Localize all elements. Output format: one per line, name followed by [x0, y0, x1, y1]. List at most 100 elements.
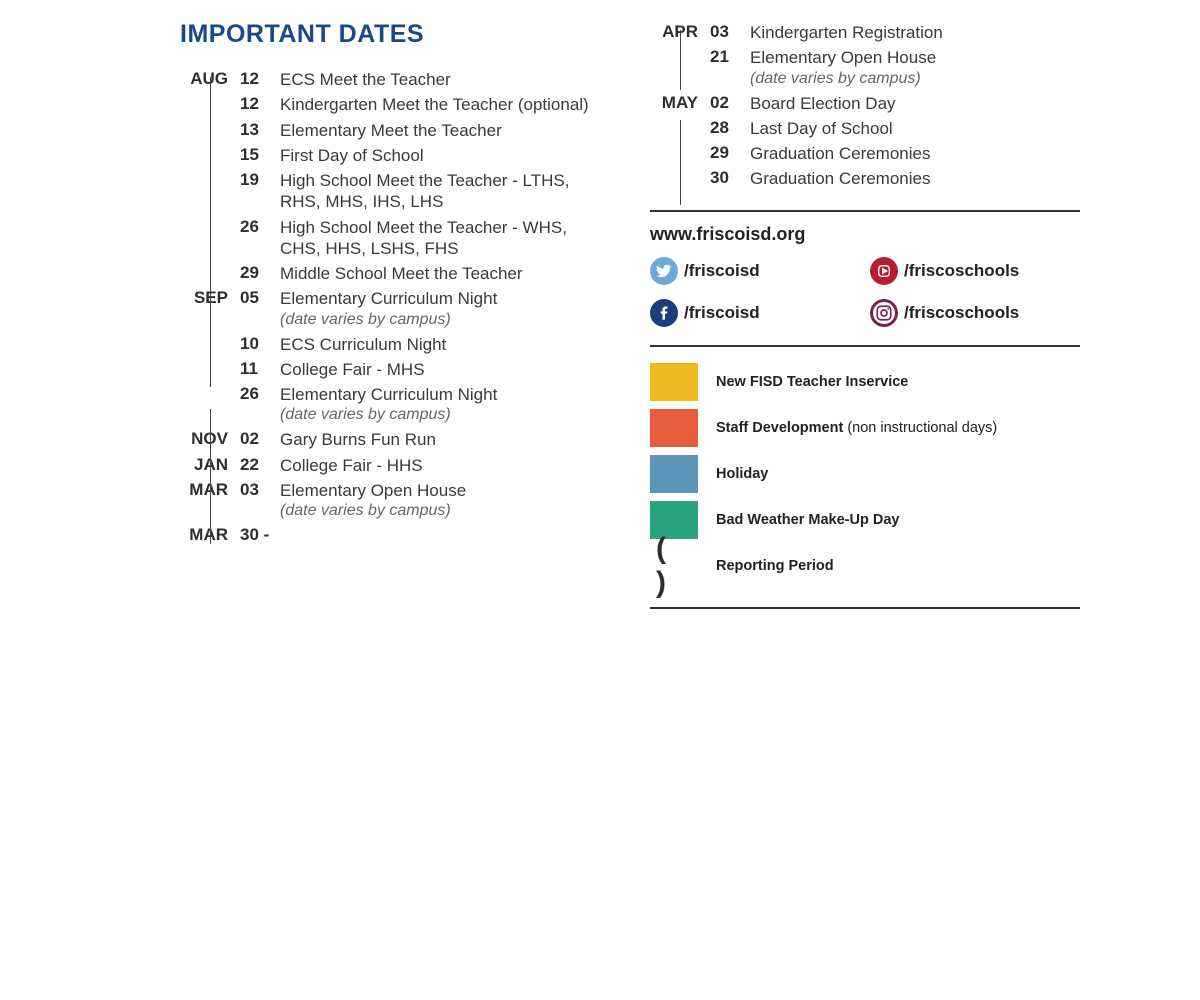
month-label [650, 118, 702, 139]
month-label [180, 359, 232, 380]
event-row: 12 Kindergarten Meet the Teacher (optiona… [180, 92, 600, 117]
right-events-list: APR03Kindergarten Registration21Elementa… [650, 20, 1080, 192]
month-label [180, 217, 232, 260]
event-desc: Board Election Day [750, 93, 1080, 114]
month-label: MAR [180, 525, 232, 545]
month-label: SEP [180, 288, 232, 329]
event-desc: College Fair - MHS [280, 359, 600, 380]
event-desc: Elementary Open House(date varies by cam… [280, 480, 600, 521]
facebook-icon [650, 299, 678, 327]
day-label: 12 [240, 94, 272, 115]
day-label: 30 - [240, 525, 272, 545]
instagram-icon [870, 299, 898, 327]
social-links: /friscoisd/friscoschools/friscoisd/frisc… [650, 257, 1080, 327]
month-vline [680, 30, 681, 90]
legend-row: New FISD Teacher Inservice [650, 359, 1080, 405]
social-link-instagram[interactable]: /friscoschools [870, 299, 1080, 327]
event-row: AUG12ECS Meet the Teacher [180, 67, 600, 92]
event-desc: ECS Meet the Teacher [280, 69, 600, 90]
legend-label: Bad Weather Make-Up Day [716, 512, 899, 528]
divider [650, 345, 1080, 347]
day-label: 03 [240, 480, 272, 521]
event-row: MAR 30 - [180, 523, 600, 547]
event-desc: Graduation Ceremonies [750, 143, 1080, 164]
event-row: 28Last Day of School [650, 116, 1080, 141]
event-note: (date varies by campus) [280, 501, 600, 521]
legend-row: Bad Weather Make-Up Day [650, 497, 1080, 543]
legend-row: Staff Development (non instructional day… [650, 405, 1080, 451]
month-label [180, 263, 232, 284]
event-desc: Graduation Ceremonies [750, 168, 1080, 189]
event-desc: First Day of School [280, 145, 600, 166]
social-link-facebook[interactable]: /friscoisd [650, 299, 860, 327]
event-desc: Elementary Curriculum Night(date varies … [280, 384, 600, 425]
event-desc: Elementary Meet the Teacher [280, 120, 600, 141]
event-row: NOV02Gary Burns Fun Run [180, 427, 600, 452]
youtube-icon [870, 257, 898, 285]
page-title: IMPORTANT DATES [180, 20, 600, 49]
twitter-icon [650, 257, 678, 285]
event-desc: Kindergarten Meet the Teacher (optional) [280, 94, 600, 115]
event-row: MAR03Elementary Open House(date varies b… [180, 478, 600, 523]
day-label: 29 [240, 263, 272, 284]
legend-label-paren: (non instructional days) [847, 420, 997, 436]
day-label: 29 [710, 143, 742, 164]
event-row: 29 Graduation Ceremonies [650, 141, 1080, 166]
event-row: 19High School Meet the Teacher - LTHS, R… [180, 168, 600, 215]
event-desc: Gary Burns Fun Run [280, 429, 600, 450]
event-row: 21Elementary Open House(date varies by c… [650, 45, 1080, 90]
month-vline [210, 409, 211, 544]
event-desc [280, 525, 600, 545]
month-label: JAN [180, 455, 232, 476]
event-desc: Elementary Curriculum Night(date varies … [280, 288, 600, 329]
month-label [180, 120, 232, 141]
month-label [650, 47, 702, 88]
social-handle: /friscoschools [904, 303, 1019, 323]
month-label [650, 143, 702, 164]
legend-label: Reporting Period [716, 558, 834, 574]
day-label: 21 [710, 47, 742, 88]
day-label: 22 [240, 455, 272, 476]
day-label: 13 [240, 120, 272, 141]
social-handle: /friscoisd [684, 261, 760, 281]
right-column: APR03Kindergarten Registration21Elementa… [650, 20, 1080, 621]
month-label: NOV [180, 429, 232, 450]
event-row: 26Elementary Curriculum Night(date varie… [180, 382, 600, 427]
event-note: (date varies by campus) [750, 69, 1080, 89]
legend-label: Staff Development (non instructional day… [716, 420, 997, 436]
day-label: 30 [710, 168, 742, 189]
social-link-twitter[interactable]: /friscoisd [650, 257, 860, 285]
event-row: 29Middle School Meet the Teacher [180, 261, 600, 286]
event-row: 26High School Meet the Teacher - WHS, CH… [180, 215, 600, 262]
day-label: 11 [240, 359, 272, 380]
event-desc: High School Meet the Teacher - WHS, CHS,… [280, 217, 600, 260]
day-label: 03 [710, 22, 742, 43]
divider [650, 607, 1080, 609]
social-handle: /friscoschools [904, 261, 1019, 281]
event-row: 13 Elementary Meet the Teacher [180, 118, 600, 143]
event-note: (date varies by campus) [280, 310, 600, 330]
event-row: 10ECS Curriculum Night [180, 332, 600, 357]
month-label [180, 334, 232, 355]
event-row: 11 College Fair - MHS [180, 357, 600, 382]
month-vline [680, 120, 681, 205]
event-desc: Elementary Open House(date varies by cam… [750, 47, 1080, 88]
month-label: MAR [180, 480, 232, 521]
day-label: 05 [240, 288, 272, 329]
legend-parens-icon: ( ) [650, 547, 698, 585]
event-desc: Kindergarten Registration [750, 22, 1080, 43]
event-desc: High School Meet the Teacher - LTHS, RHS… [280, 170, 600, 213]
social-link-youtube[interactable]: /friscoschools [870, 257, 1080, 285]
day-label: 02 [710, 93, 742, 114]
day-label: 12 [240, 69, 272, 90]
event-row: MAY02Board Election Day [650, 91, 1080, 116]
website-url[interactable]: www.friscoisd.org [650, 224, 1080, 245]
legend-swatch [650, 455, 698, 493]
event-row: SEP05Elementary Curriculum Night(date va… [180, 286, 600, 331]
social-handle: /friscoisd [684, 303, 760, 323]
event-desc: College Fair - HHS [280, 455, 600, 476]
month-label [180, 170, 232, 213]
legend: New FISD Teacher Inservice Staff Develop… [650, 359, 1080, 589]
day-label: 15 [240, 145, 272, 166]
day-label: 26 [240, 384, 272, 425]
